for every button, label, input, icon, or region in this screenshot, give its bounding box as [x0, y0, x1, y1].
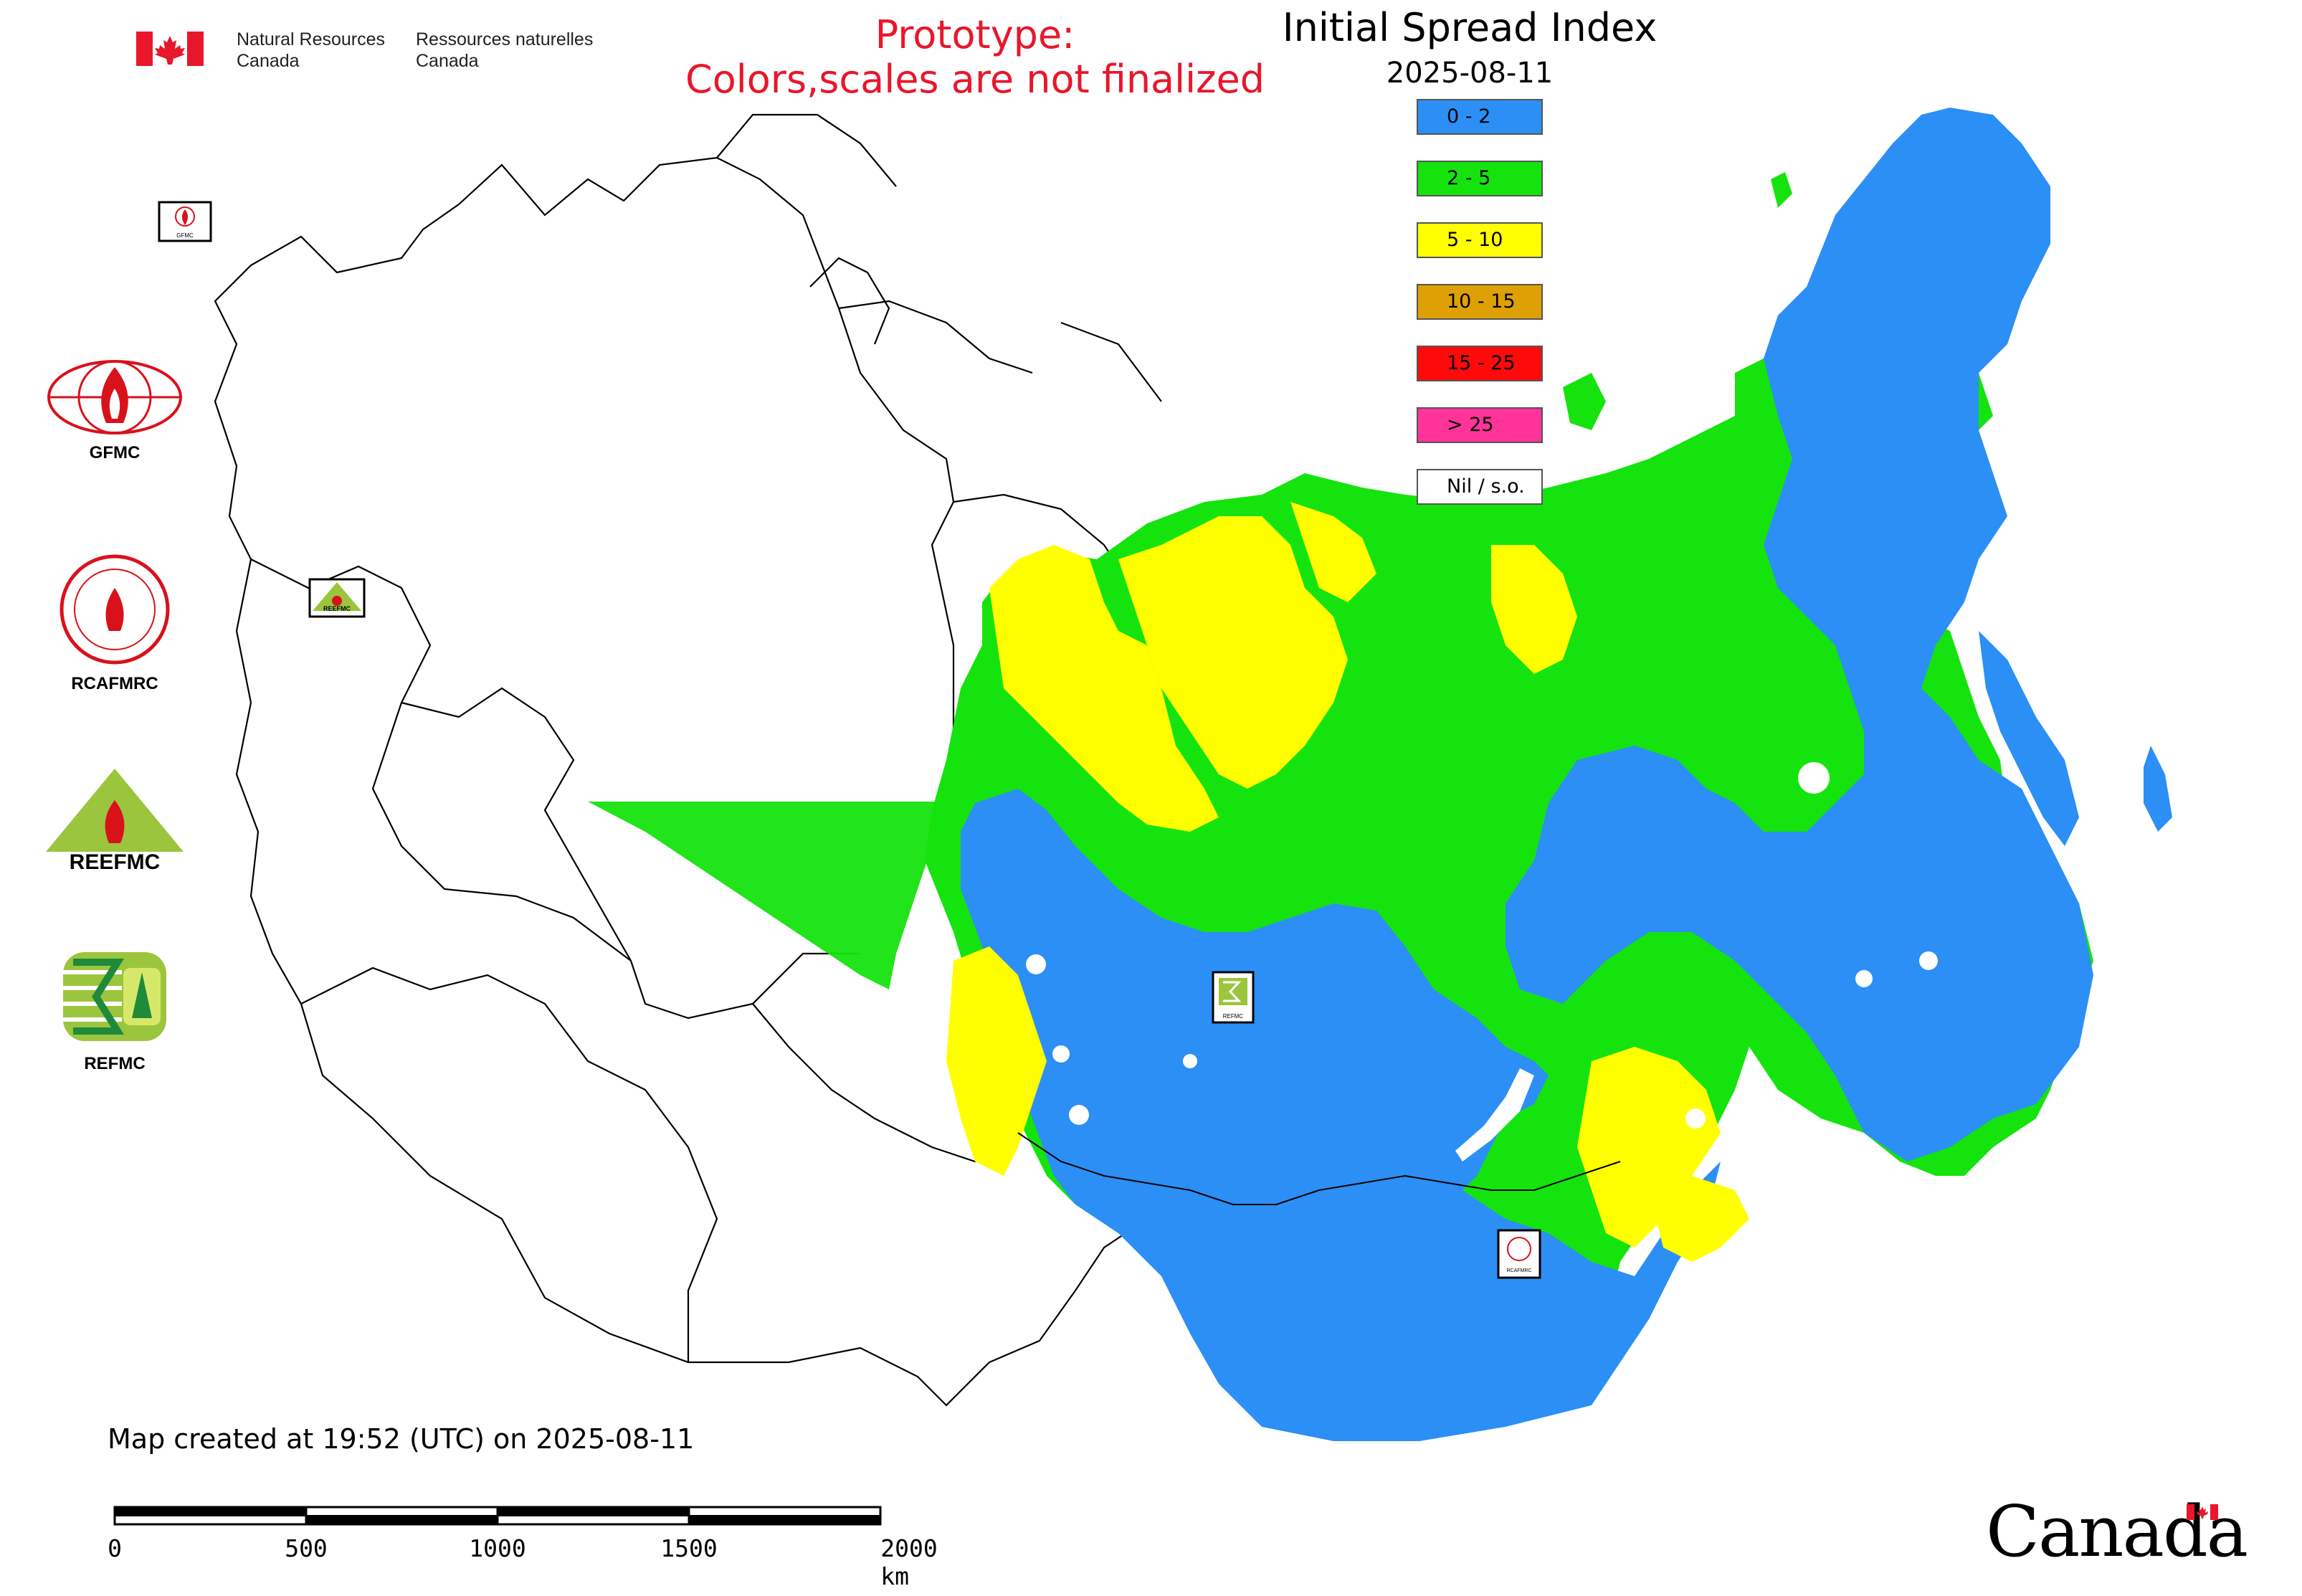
scale-tick-1000: 1000 — [469, 1534, 526, 1562]
canada-flag-icon — [136, 32, 204, 66]
department-name-english: Natural Resources Canada — [237, 29, 386, 71]
rcafmrc-logo-label: RCAFMRC — [71, 674, 158, 693]
legend-item-gt-25: > 25 — [1417, 407, 1543, 443]
department-name-french: Ressources naturelles Canada — [416, 29, 594, 71]
svg-text:REEFMC: REEFMC — [70, 850, 161, 873]
rcafmrc-seal-icon — [60, 554, 170, 665]
legend-item-5-10: 5 - 10 — [1417, 222, 1543, 258]
map-date: 2025-08-11 — [1386, 57, 1554, 90]
refmc-sigma-icon — [63, 952, 166, 1041]
scale-bar — [113, 1506, 882, 1526]
gfmc-globe-flame-icon — [47, 360, 182, 434]
gfmc-logo: GFMC — [36, 357, 194, 463]
map-marker-refmc-label: REFMC — [1223, 1013, 1244, 1020]
map-marker-gfmc-label: GFMC — [176, 232, 194, 239]
map-created-timestamp: Map created at 19:52 (UTC) on 2025-08-11 — [108, 1423, 695, 1455]
prototype-notice: Prototype: Colors,scales are not finaliz… — [685, 12, 1265, 102]
reefmc-triangle-icon: REEFMC — [46, 769, 184, 874]
reefmc-logo: REEFMC — [36, 766, 194, 880]
gfmc-logo-label: GFMC — [89, 443, 141, 462]
refmc-logo: REFMC — [36, 946, 194, 1074]
refmc-logo-label: REFMC — [84, 1054, 146, 1073]
legend-item-0-2: 0 - 2 — [1417, 99, 1543, 135]
isi-raster — [588, 108, 2172, 1441]
map-marker-reefmc-label: REEFMC — [323, 605, 351, 612]
legend-item-15-25: 15 - 25 — [1417, 346, 1543, 381]
scale-tick-0: 0 — [108, 1534, 122, 1562]
scale-tick-500: 500 — [285, 1534, 328, 1562]
rcafmrc-logo: RCAFMRC — [36, 552, 194, 694]
map-marker-rcafmrc — [1497, 1229, 1541, 1279]
legend-item-nil: Nil / s.o. — [1417, 469, 1543, 505]
scale-tick-1500: 1500 — [660, 1534, 718, 1562]
scale-tick-2000: 2000 km — [880, 1534, 938, 1590]
map-marker-gfmc — [158, 201, 212, 242]
scale-labels: 0 500 1000 1500 2000 km — [106, 1498, 938, 1590]
map-marker-refmc — [1212, 971, 1255, 1024]
canada-wordmark: Canada — [1986, 1491, 2248, 1573]
legend-item-10-15: 10 - 15 — [1417, 284, 1543, 320]
legend-item-2-5: 2 - 5 — [1417, 161, 1543, 196]
nrcan-signature: Natural Resources Canada Ressources natur… — [136, 26, 602, 76]
map-marker-reefmc — [308, 578, 366, 618]
canada-wordmark-flag-icon — [2187, 1504, 2218, 1520]
map-marker-rcafmrc-label: RCAFMRC — [1507, 1268, 1532, 1273]
map-title: Initial Spread Index — [1282, 5, 1657, 50]
